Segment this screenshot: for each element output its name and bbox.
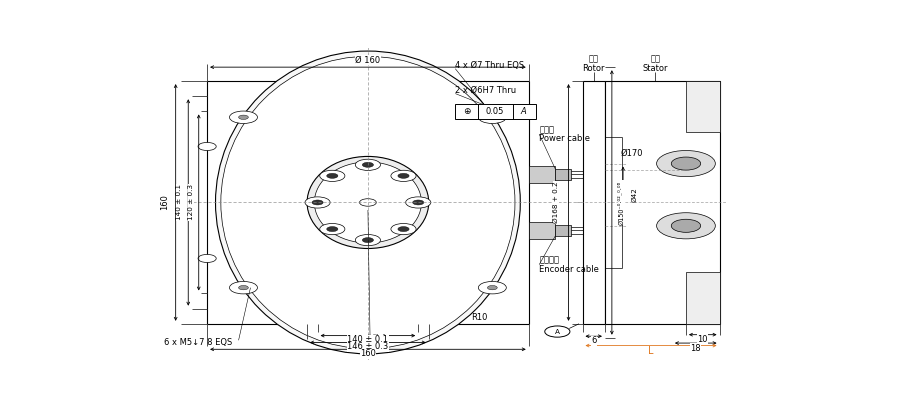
Circle shape: [312, 200, 323, 205]
Text: Ø42: Ø42: [631, 187, 637, 202]
Text: 0.05: 0.05: [486, 107, 504, 116]
Text: 160: 160: [160, 195, 169, 210]
Circle shape: [327, 173, 338, 178]
Text: Ø170: Ø170: [621, 148, 643, 157]
Circle shape: [406, 197, 431, 208]
Circle shape: [327, 227, 338, 231]
Bar: [686, 272, 720, 324]
Circle shape: [319, 170, 345, 181]
Text: 140 ± 0.1: 140 ± 0.1: [347, 335, 389, 345]
Circle shape: [657, 151, 715, 177]
Circle shape: [412, 200, 424, 205]
Text: Rotor: Rotor: [583, 63, 605, 73]
Text: R10: R10: [472, 313, 488, 322]
Text: 定子: 定子: [650, 54, 660, 63]
Bar: [556, 225, 571, 236]
Text: Ø150⁻⁰⋅⁰²₋⁰⋅⁰⁶: Ø150⁻⁰⋅⁰²₋⁰⋅⁰⁶: [619, 181, 625, 225]
Bar: [529, 166, 556, 183]
Circle shape: [360, 199, 376, 206]
Circle shape: [391, 170, 416, 181]
Circle shape: [229, 111, 257, 124]
Circle shape: [671, 157, 701, 170]
Circle shape: [671, 219, 701, 232]
Circle shape: [391, 223, 416, 235]
Text: 编码器线: 编码器线: [539, 255, 559, 265]
Text: Stator: Stator: [642, 63, 668, 73]
Text: 120 ± 0.3: 120 ± 0.3: [188, 185, 194, 221]
Bar: [686, 81, 720, 133]
Circle shape: [238, 286, 248, 290]
Circle shape: [319, 223, 345, 235]
Circle shape: [478, 111, 506, 124]
Text: 160: 160: [360, 349, 376, 358]
Bar: [583, 81, 605, 324]
Bar: [456, 104, 536, 119]
Text: Power cable: Power cable: [539, 134, 590, 143]
Circle shape: [363, 238, 373, 242]
Ellipse shape: [221, 56, 515, 349]
Circle shape: [355, 159, 381, 170]
Text: Ø5₊⁰⋅⁰¹₋⁰: Ø5₊⁰⋅⁰¹₋⁰: [354, 335, 386, 341]
Text: 转子: 转子: [589, 54, 599, 63]
Text: L: L: [649, 346, 654, 356]
Ellipse shape: [216, 51, 520, 354]
Circle shape: [487, 115, 497, 120]
Bar: [605, 81, 720, 324]
Text: 146 ± 0.3: 146 ± 0.3: [347, 342, 389, 351]
Text: ⊕: ⊕: [463, 107, 470, 116]
Bar: [556, 169, 571, 180]
Circle shape: [487, 286, 497, 290]
Circle shape: [545, 326, 570, 337]
Text: 18: 18: [690, 343, 701, 353]
Circle shape: [398, 227, 410, 231]
Ellipse shape: [315, 162, 421, 243]
Circle shape: [305, 197, 330, 208]
Ellipse shape: [307, 156, 428, 248]
Text: A: A: [555, 328, 560, 335]
Text: A: A: [521, 107, 527, 116]
Circle shape: [198, 143, 216, 151]
Circle shape: [355, 234, 381, 246]
Text: 6 x M5↓7 8 EQS: 6 x M5↓7 8 EQS: [164, 338, 232, 347]
Circle shape: [363, 162, 373, 167]
Text: Ø 160: Ø 160: [355, 56, 381, 65]
Circle shape: [198, 255, 216, 263]
Circle shape: [478, 282, 506, 294]
Text: 6: 6: [591, 336, 596, 345]
Text: Ø168 + 0.2: Ø168 + 0.2: [553, 182, 559, 223]
Text: Encoder cable: Encoder cable: [539, 265, 599, 274]
Text: 140 ± 0.1: 140 ± 0.1: [176, 185, 182, 221]
Circle shape: [657, 213, 715, 239]
Circle shape: [398, 173, 410, 178]
Bar: [529, 222, 556, 239]
Circle shape: [229, 282, 257, 294]
Text: 动力线: 动力线: [539, 125, 554, 134]
Circle shape: [238, 115, 248, 120]
Text: 4 x Ø7 Thru EQS: 4 x Ø7 Thru EQS: [456, 61, 524, 70]
Text: 10: 10: [697, 335, 708, 344]
Text: 2 x Ø6H7 Thru: 2 x Ø6H7 Thru: [456, 86, 517, 95]
